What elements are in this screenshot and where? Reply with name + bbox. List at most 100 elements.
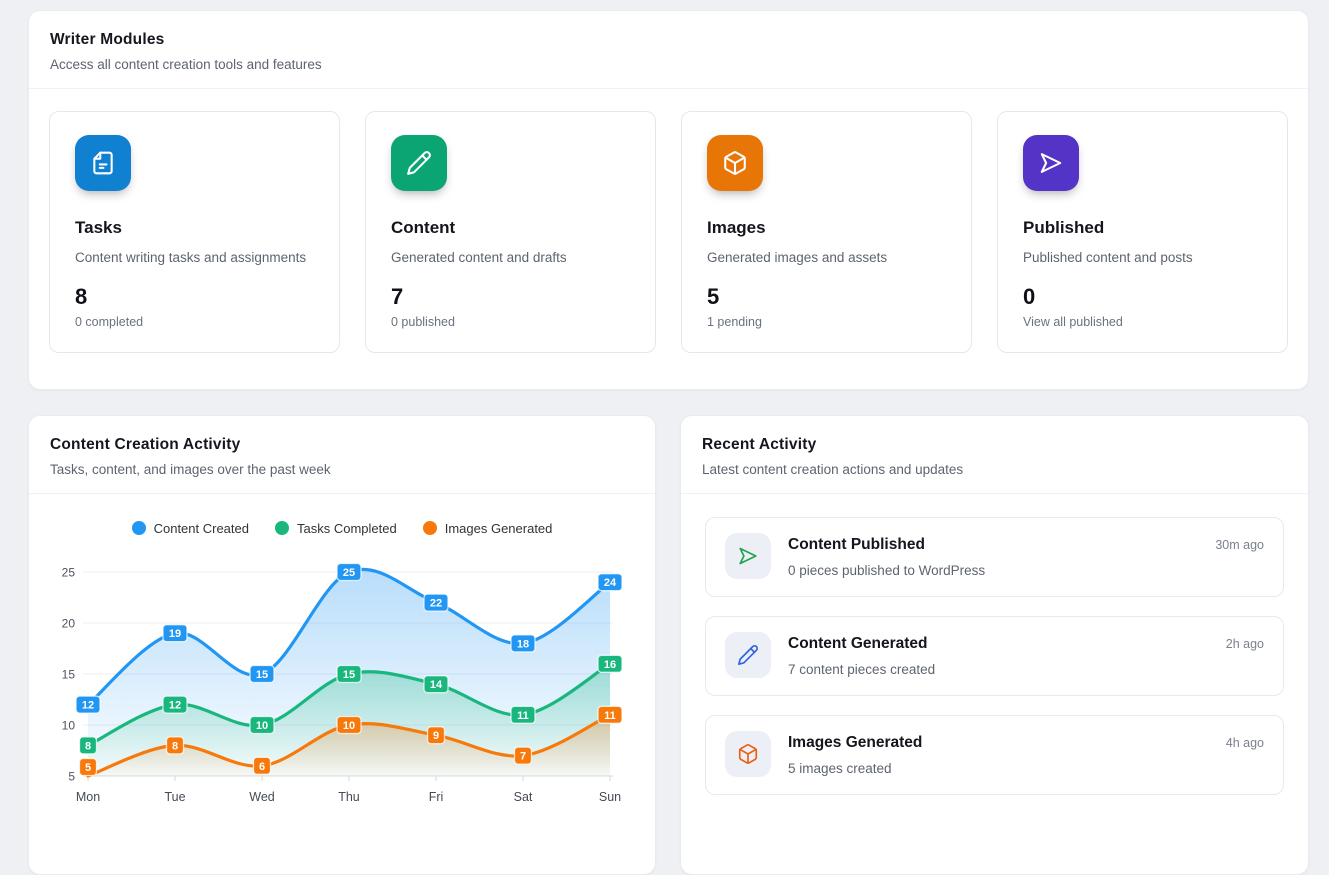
module-card-title: Tasks xyxy=(75,218,122,237)
header-divider xyxy=(681,493,1308,494)
svg-text:15: 15 xyxy=(62,668,76,682)
svg-text:Fri: Fri xyxy=(429,790,444,804)
legend-label: Images Generated xyxy=(444,520,553,536)
module-card-value: 5 xyxy=(707,284,720,309)
series-labels: 12 19 15 25 22 18 24 xyxy=(75,562,623,714)
module-card-title: Published xyxy=(1023,218,1105,237)
recent-activity-subtitle: Latest content creation actions and upda… xyxy=(702,462,964,477)
svg-text:Wed: Wed xyxy=(249,790,275,804)
writer-modules-panel: Writer Modules Access all content creati… xyxy=(28,10,1309,390)
dashboard-page: { "theme": { "page_bg": "#eef0f4", "pane… xyxy=(28,10,1309,875)
module-card-value: 8 xyxy=(75,284,88,309)
module-card-meta: 1 pending xyxy=(707,315,762,329)
content-module-icon-box xyxy=(391,135,447,191)
module-card-published[interactable]: Published Published content and posts 0 … xyxy=(997,111,1288,353)
activity-list: Content Published 30m ago 0 pieces publi… xyxy=(681,494,1308,795)
svg-text:12: 12 xyxy=(82,700,94,712)
send-icon xyxy=(739,547,757,565)
module-card-images[interactable]: Images Generated images and assets 5 1 p… xyxy=(681,111,972,353)
svg-text:7: 7 xyxy=(520,751,526,763)
svg-text:19: 19 xyxy=(169,628,181,640)
svg-text:5: 5 xyxy=(85,762,91,774)
activity-item-title: Images Generated xyxy=(788,734,923,751)
svg-text:6: 6 xyxy=(259,761,265,773)
svg-text:8: 8 xyxy=(85,740,91,752)
svg-text:9: 9 xyxy=(433,730,439,742)
writer-modules-subtitle: Access all content creation tools and fe… xyxy=(50,57,322,72)
svg-text:22: 22 xyxy=(430,598,442,610)
activity-item-images-generated[interactable]: Images Generated 4h ago 5 images created xyxy=(705,715,1284,795)
chart-panel-title: Content Creation Activity xyxy=(50,436,241,453)
legend-dot xyxy=(131,521,146,535)
chart-panel-header: Content Creation Activity Tasks, content… xyxy=(29,416,655,493)
svg-text:14: 14 xyxy=(430,679,443,691)
activity-item-title: Content Published xyxy=(788,536,925,553)
module-card-meta: 0 completed xyxy=(75,315,144,329)
series-labels: 5 8 6 10 9 7 11 xyxy=(78,705,623,777)
chart-panel-subtitle: Tasks, content, and images over the past… xyxy=(50,462,331,477)
svg-text:24: 24 xyxy=(604,577,617,589)
module-card-tasks[interactable]: Tasks Content writing tasks and assignme… xyxy=(49,111,340,353)
svg-text:10: 10 xyxy=(62,719,76,733)
activity-icon-box xyxy=(725,632,771,678)
svg-text:Mon: Mon xyxy=(76,790,100,804)
activity-icon-box xyxy=(725,731,771,777)
svg-text:15: 15 xyxy=(343,669,355,681)
activity-item-content-generated[interactable]: Content Generated 2h ago 7 content piece… xyxy=(705,616,1284,696)
activity-panel-header: Recent Activity Latest content creation … xyxy=(681,416,1308,493)
svg-text:15: 15 xyxy=(256,669,268,681)
header-divider xyxy=(29,88,1308,89)
activity-item-description: 5 images created xyxy=(788,761,892,776)
svg-text:25: 25 xyxy=(343,567,355,579)
svg-text:25: 25 xyxy=(62,566,76,580)
content-creation-chart[interactable]: 5 10 15 20 25 Mon Tue Wed Thu Fri Sat Sun 12 19 15 25 22… xyxy=(29,542,655,822)
module-card-meta: 0 published xyxy=(391,315,455,329)
activity-item-description: 0 pieces published to WordPress xyxy=(788,563,986,578)
legend-label: Tasks Completed xyxy=(297,520,397,536)
legend-dot xyxy=(422,521,437,535)
svg-text:18: 18 xyxy=(517,638,529,650)
writer-modules-header: Writer Modules Access all content creati… xyxy=(29,11,1308,88)
activity-item-time: 4h ago xyxy=(1225,736,1264,750)
writer-modules-title: Writer Modules xyxy=(50,31,165,48)
header-divider xyxy=(29,493,655,494)
chart-legend: Content Created Tasks Completed Images Gen… xyxy=(29,518,655,538)
module-cards: Tasks Content writing tasks and assignme… xyxy=(29,89,1308,375)
pencil-icon xyxy=(407,151,431,175)
activity-item-title: Content Generated xyxy=(788,635,928,652)
module-card-description: Published content and posts xyxy=(1023,250,1193,265)
activity-item-content-published[interactable]: Content Published 30m ago 0 pieces publi… xyxy=(705,517,1284,597)
recent-activity-panel: Recent Activity Latest content creation … xyxy=(680,415,1309,875)
cube-icon xyxy=(738,744,758,764)
svg-text:8: 8 xyxy=(172,740,178,752)
svg-text:5: 5 xyxy=(68,770,75,784)
legend-label: Content Created xyxy=(153,520,249,536)
legend-item-images-generated[interactable]: Images Generated xyxy=(422,520,553,536)
module-card-meta: View all published xyxy=(1023,315,1123,329)
module-card-content[interactable]: Content Generated content and drafts 7 0… xyxy=(365,111,656,353)
svg-text:10: 10 xyxy=(343,720,355,732)
module-card-description: Generated images and assets xyxy=(707,250,888,265)
document-icon xyxy=(93,151,113,175)
activity-item-time: 2h ago xyxy=(1225,637,1264,651)
svg-text:Tue: Tue xyxy=(164,790,185,804)
activity-icon-box xyxy=(725,533,771,579)
svg-text:11: 11 xyxy=(604,710,616,722)
legend-dot xyxy=(275,521,289,535)
svg-text:10: 10 xyxy=(256,720,268,732)
legend-item-content-created[interactable]: Content Created xyxy=(131,520,249,536)
series-labels: 8 12 10 15 14 11 16 xyxy=(78,654,623,755)
published-module-icon-box xyxy=(1023,135,1079,191)
send-icon xyxy=(1040,153,1062,173)
module-card-value: 7 xyxy=(391,284,404,309)
content-creation-activity-panel: Content Creation Activity Tasks, content… xyxy=(28,415,656,875)
module-card-title: Content xyxy=(391,218,456,237)
activity-item-description: 7 content pieces created xyxy=(788,662,936,677)
pencil-icon xyxy=(738,645,759,665)
svg-text:11: 11 xyxy=(517,710,529,722)
svg-text:20: 20 xyxy=(62,617,76,631)
module-card-value: 0 xyxy=(1023,284,1036,309)
svg-text:Thu: Thu xyxy=(338,790,360,804)
legend-item-tasks-completed[interactable]: Tasks Completed xyxy=(275,521,397,536)
recent-activity-title: Recent Activity xyxy=(702,436,817,453)
